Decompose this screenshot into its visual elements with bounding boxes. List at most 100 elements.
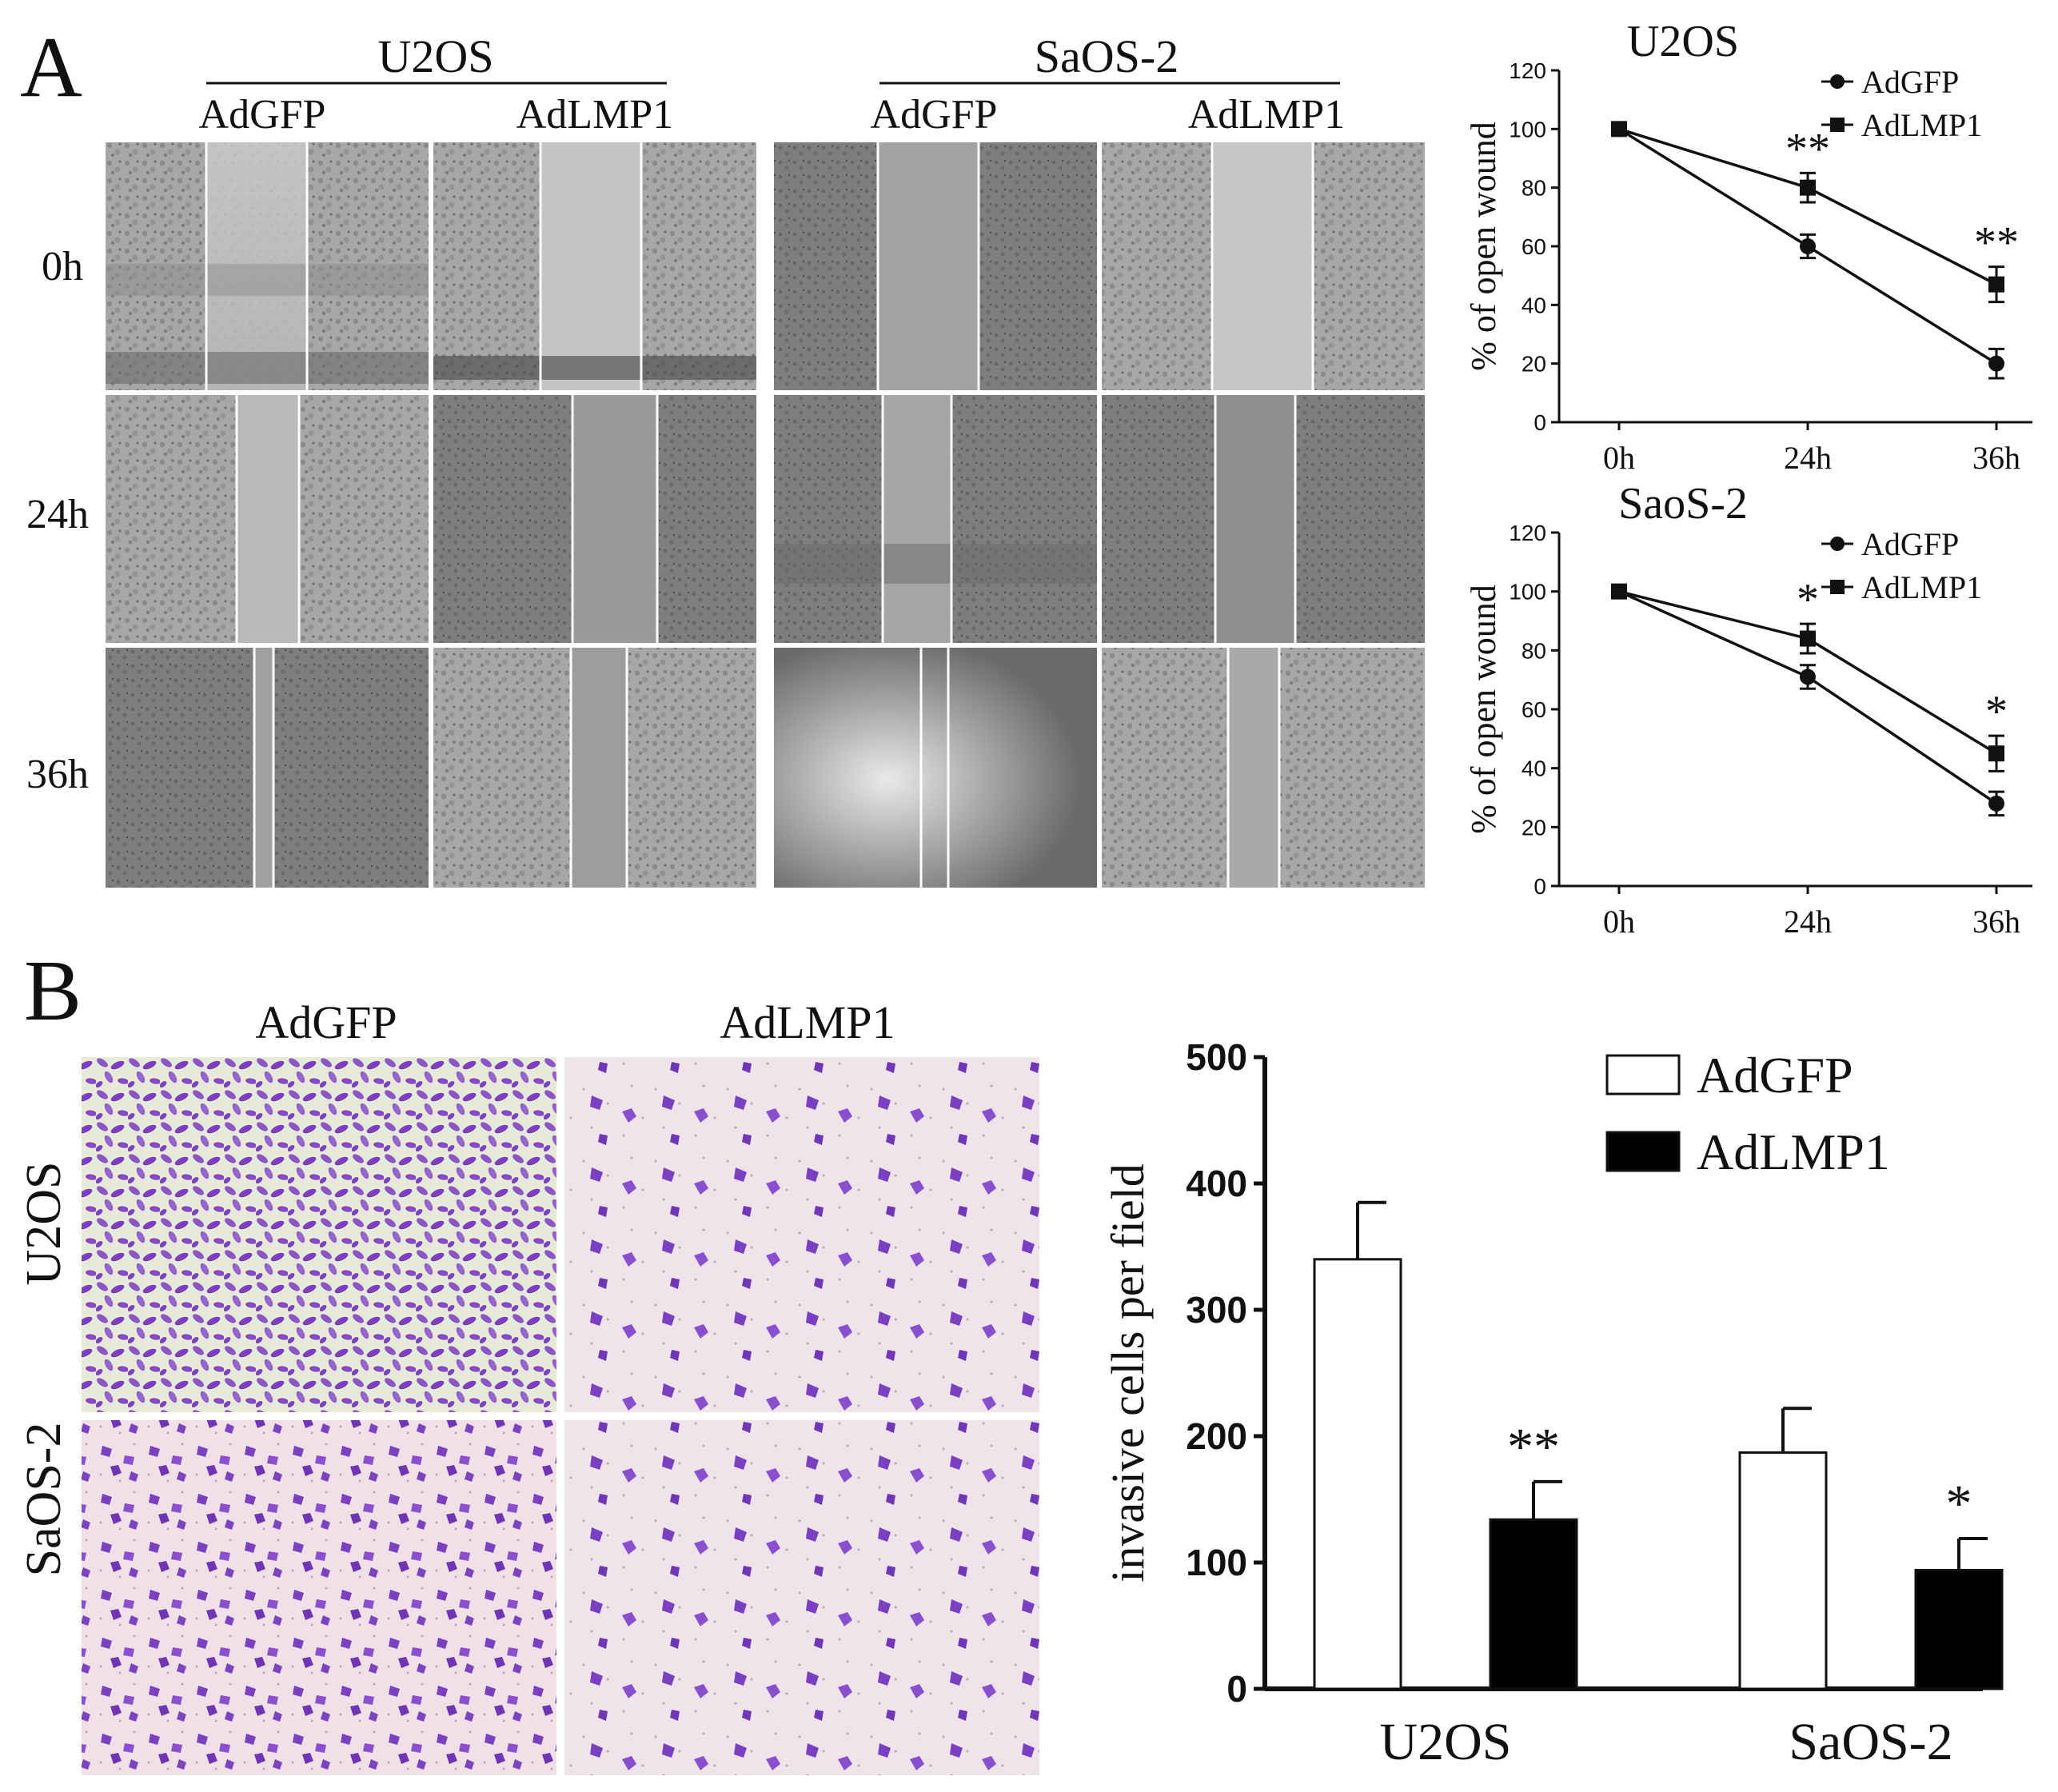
significance-marker: * <box>1946 1475 1972 1533</box>
legend-marker <box>1830 118 1845 132</box>
y-tick-label: 40 <box>1522 756 1546 781</box>
micrograph-u2os-adgfp-0h <box>106 142 429 390</box>
data-point <box>1800 238 1816 254</box>
bar-adlmp1 <box>1489 1518 1578 1690</box>
micrograph-u2os-adlmp1-24h <box>433 395 756 643</box>
y-tick-label: 20 <box>1522 352 1546 377</box>
chart-title: SaoS-2 <box>1618 479 1748 529</box>
legend-marker <box>1830 537 1845 551</box>
data-point <box>1988 795 2004 812</box>
data-point <box>1988 276 2004 293</box>
condition-label-u2os-adgfp: AdGFP <box>199 92 326 138</box>
significance-marker: * <box>1985 687 2008 736</box>
y-tick-label: 60 <box>1522 697 1546 722</box>
micrograph-u2os-adgfp-36h <box>106 648 429 888</box>
y-tick-label: 120 <box>1509 58 1546 83</box>
bar-adgfp <box>1738 1451 1828 1690</box>
chart-title: U2OS <box>1627 17 1739 66</box>
bar-adlmp1 <box>1914 1568 2004 1690</box>
micrograph-saos2-adlmp1-36h <box>1102 648 1425 888</box>
significance-marker: ** <box>1785 124 1830 174</box>
invasion-row-label-u2os: U2OS <box>17 1161 71 1285</box>
condition-label-saos2-adlmp1: AdLMP1 <box>1188 92 1345 138</box>
bar-group-u2os <box>1313 1200 1578 1690</box>
data-point <box>1611 583 1627 600</box>
y-axis-label: % of open wound <box>1464 585 1503 834</box>
micrograph-u2os-adgfp-24h <box>106 395 429 643</box>
timepoint-label-0h: 0h <box>42 244 83 289</box>
bar-group-saos-2 <box>1738 1407 2004 1690</box>
x-tick-label: 24h <box>1784 440 1832 476</box>
micrograph-saos2-adgfp-24h <box>774 395 1097 643</box>
y-axis-label: invasive cells per field <box>1102 1163 1154 1582</box>
legend-swatch-adlmp1 <box>1605 1131 1681 1172</box>
panel-label-a: A <box>20 20 82 115</box>
y-tick-label: 0 <box>1534 410 1546 435</box>
y-tick-label: 80 <box>1522 638 1546 663</box>
line-chart-saos2: SaoS-2 0 20 40 60 80 100 120 0h 24h 36h % of open w… <box>1464 479 2032 940</box>
micrograph-invasion-u2os-adlmp1 <box>564 1057 1039 1412</box>
series-adgfp <box>1611 583 2004 817</box>
data-point <box>1800 179 1816 196</box>
y-tick-label: 200 <box>1186 1415 1247 1457</box>
y-tick-label: 20 <box>1522 815 1546 840</box>
micrograph-invasion-saos2-adlmp1 <box>564 1420 1039 1775</box>
y-tick-label: 100 <box>1509 580 1546 605</box>
condition-label-saos2-adgfp: AdGFP <box>871 92 998 138</box>
micrograph-u2os-adlmp1-0h <box>433 142 756 390</box>
y-tick-label: 80 <box>1522 176 1546 201</box>
series-adlmp1 <box>1611 121 2004 304</box>
micrograph-saos2-adgfp-0h <box>774 142 1097 390</box>
y-tick-label: 100 <box>1186 1542 1247 1583</box>
x-tick-label: 0h <box>1603 440 1635 476</box>
data-point <box>1988 745 2004 762</box>
legend-marker <box>1830 74 1845 89</box>
y-tick-label: 0 <box>1534 874 1546 899</box>
legend-label: AdLMP1 <box>1697 1123 1890 1180</box>
line-chart-u2os: U2OS 0 20 40 60 80 100 120 0h 24h 36h % of open wou… <box>1464 17 2032 476</box>
invasion-micrographs <box>82 1057 1039 1775</box>
micrograph-invasion-u2os-adgfp <box>82 1057 556 1412</box>
data-point <box>1800 669 1816 685</box>
y-tick-label: 0 <box>1226 1668 1247 1710</box>
x-tick-label: 24h <box>1784 904 1832 940</box>
y-tick-label: 60 <box>1522 234 1546 259</box>
micrograph-saos2-adlmp1-0h <box>1102 142 1425 390</box>
invasion-column-label-adlmp1: AdLMP1 <box>720 996 895 1048</box>
data-point <box>1988 355 2004 372</box>
legend-label: AdLMP1 <box>1861 107 1982 143</box>
y-tick-label: 400 <box>1186 1163 1247 1204</box>
micrograph-saos2-adgfp-36h <box>774 648 1097 888</box>
series-adlmp1 <box>1611 583 2004 772</box>
legend-label: AdGFP <box>1697 1047 1853 1104</box>
x-tick-label: SaOS-2 <box>1789 1713 1952 1771</box>
wound-healing-micrographs <box>106 142 1425 888</box>
y-axis-label: % of open wound <box>1464 122 1503 371</box>
legend-swatch-adgfp <box>1605 1054 1681 1096</box>
bar-adgfp <box>1313 1258 1402 1690</box>
timepoint-label-24h: 24h <box>26 492 89 537</box>
micrograph-saos2-adlmp1-24h <box>1102 395 1425 643</box>
y-tick-label: 120 <box>1509 521 1546 545</box>
x-tick-label: U2OS <box>1379 1713 1511 1771</box>
y-tick-label: 40 <box>1522 293 1546 317</box>
legend-label: AdLMP1 <box>1861 569 1982 605</box>
significance-marker: * <box>1797 575 1819 625</box>
invasion-row-label-saos2: SaOS-2 <box>17 1423 71 1577</box>
data-point <box>1800 630 1816 647</box>
x-tick-label: 0h <box>1603 904 1635 940</box>
bar-chart-invasion: 0 100 200 300 400 500 invasive cells per field… <box>1102 1036 2004 1771</box>
y-tick-label: 500 <box>1186 1036 1247 1078</box>
micrograph-invasion-saos2-adgfp <box>82 1420 556 1775</box>
group-label-u2os: U2OS <box>377 30 493 82</box>
panel-label-b: B <box>24 944 82 1039</box>
significance-marker: ** <box>1974 218 2019 268</box>
condition-label-u2os-adlmp1: AdLMP1 <box>516 92 673 138</box>
series-adgfp <box>1611 121 2004 380</box>
y-tick-label: 100 <box>1509 117 1546 142</box>
x-tick-label: 36h <box>1972 904 2020 940</box>
legend-label: AdGFP <box>1861 526 1959 562</box>
data-point <box>1611 121 1627 138</box>
group-label-saos2: SaOS-2 <box>1035 30 1179 82</box>
